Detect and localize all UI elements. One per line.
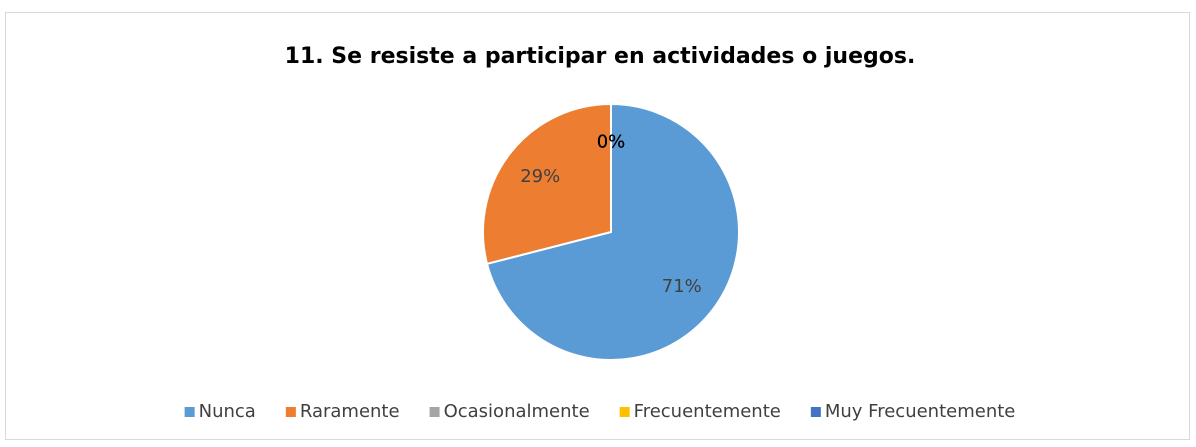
data-label: 0% xyxy=(597,131,626,152)
pie-slice xyxy=(485,102,740,361)
legend-label: Frecuentemente xyxy=(634,401,781,422)
legend-swatch xyxy=(429,407,440,417)
data-label: 71% xyxy=(662,276,702,297)
data-label: 0% xyxy=(597,131,626,152)
pie-slice xyxy=(482,102,612,266)
legend-swatch xyxy=(810,407,821,417)
chart-title: 11. Se resiste a participar en actividad… xyxy=(285,44,916,69)
legend-swatch xyxy=(619,407,630,417)
legend-label: Muy Frecuentemente xyxy=(825,401,1016,422)
data-label: 29% xyxy=(520,166,560,187)
legend-swatch xyxy=(184,407,195,417)
legend-swatch xyxy=(285,407,296,417)
legend-label: Nunca xyxy=(199,401,256,422)
legend-label: Ocasionalmente xyxy=(444,401,590,422)
legend-label: Raramente xyxy=(300,401,400,422)
data-label: 0% xyxy=(597,131,626,152)
